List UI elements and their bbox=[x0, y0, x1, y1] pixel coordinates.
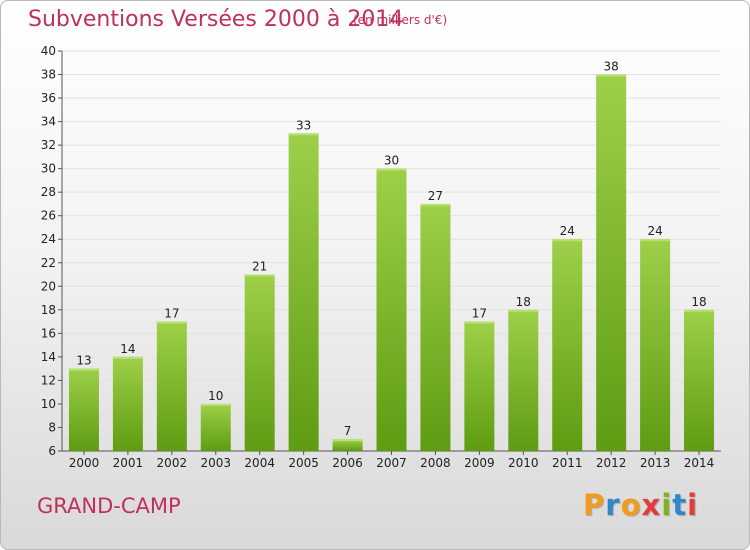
y-tick-label: 22 bbox=[41, 256, 56, 270]
bar-2008 bbox=[420, 203, 451, 451]
bar-value-label: 33 bbox=[296, 118, 311, 132]
logo-letter: r bbox=[605, 488, 621, 522]
bar-highlight bbox=[288, 133, 319, 136]
x-tick-label: 2006 bbox=[332, 456, 363, 470]
bar-highlight bbox=[332, 439, 363, 442]
bar-2013 bbox=[640, 239, 671, 451]
bar-2006 bbox=[332, 439, 363, 451]
bar-value-label: 10 bbox=[208, 389, 223, 403]
y-tick-label: 24 bbox=[41, 232, 56, 246]
bar-highlight bbox=[244, 274, 275, 277]
labels: 6 8 10 12 14 16 18 20 22 24 26 28 30 32 34 36 38 40 13 2000… bbox=[41, 44, 715, 470]
x-tick-label: 2014 bbox=[684, 456, 715, 470]
x-tick-label: 2008 bbox=[420, 456, 451, 470]
x-tick-label: 2011 bbox=[552, 456, 583, 470]
bar-value-label: 17 bbox=[164, 307, 179, 321]
bar-2011 bbox=[552, 239, 583, 451]
y-tick-label: 28 bbox=[41, 185, 56, 199]
proxiti-logo: Proxiti bbox=[583, 488, 698, 522]
x-tick-label: 2001 bbox=[113, 456, 144, 470]
bar-value-label: 21 bbox=[252, 260, 267, 274]
bar-highlight bbox=[640, 239, 671, 242]
x-tick-label: 2000 bbox=[69, 456, 100, 470]
logo-letter: t bbox=[672, 488, 688, 522]
y-tick-label: 6 bbox=[48, 444, 56, 458]
bar-value-label: 18 bbox=[691, 295, 706, 309]
bar-highlight bbox=[552, 239, 583, 242]
bar-highlight bbox=[508, 309, 539, 312]
bar-highlight bbox=[596, 74, 627, 77]
bar-2012 bbox=[596, 74, 627, 451]
bar-highlight bbox=[684, 309, 715, 312]
bar-highlight bbox=[112, 356, 143, 359]
x-tick-label: 2009 bbox=[464, 456, 495, 470]
bar-highlight bbox=[376, 168, 407, 171]
y-tick-label: 34 bbox=[41, 115, 56, 129]
x-tick-label: 2004 bbox=[244, 456, 275, 470]
bar-highlight bbox=[464, 321, 495, 324]
bar-2000 bbox=[68, 368, 99, 451]
logo-letter: x bbox=[641, 488, 662, 522]
bar-value-label: 27 bbox=[428, 189, 443, 203]
y-tick-label: 20 bbox=[41, 279, 56, 293]
x-tick-label: 2003 bbox=[200, 456, 231, 470]
y-tick-label: 14 bbox=[41, 350, 56, 364]
x-tick-label: 2002 bbox=[157, 456, 188, 470]
x-tick-label: 2007 bbox=[376, 456, 407, 470]
bar-value-label: 18 bbox=[516, 295, 531, 309]
y-tick-label: 8 bbox=[48, 420, 56, 434]
bar-2007 bbox=[376, 168, 407, 451]
bar-value-label: 24 bbox=[647, 224, 662, 238]
bar-2001 bbox=[112, 356, 143, 451]
bar-2009 bbox=[464, 321, 495, 451]
x-tick-label: 2012 bbox=[596, 456, 627, 470]
y-tick-label: 16 bbox=[41, 326, 56, 340]
bar-2010 bbox=[508, 309, 539, 451]
bars bbox=[68, 74, 715, 451]
bar-value-label: 30 bbox=[384, 154, 399, 168]
y-tick-label: 38 bbox=[41, 68, 56, 82]
chart-unit-label: (en milliers d'€) bbox=[353, 13, 448, 27]
logo-letter: i bbox=[687, 488, 699, 522]
bar-2002 bbox=[156, 321, 187, 451]
bar-2004 bbox=[244, 274, 275, 451]
bar-value-label: 14 bbox=[120, 342, 135, 356]
bar-value-label: 24 bbox=[560, 224, 575, 238]
bar-2014 bbox=[684, 309, 715, 451]
bar-value-label: 7 bbox=[344, 424, 352, 438]
x-tick-label: 2005 bbox=[288, 456, 319, 470]
bar-highlight bbox=[200, 403, 231, 406]
x-tick-label: 2010 bbox=[508, 456, 539, 470]
bar-highlight bbox=[68, 368, 99, 371]
x-tick-label: 2013 bbox=[640, 456, 671, 470]
bar-value-label: 38 bbox=[604, 60, 619, 74]
bar-value-label: 17 bbox=[472, 307, 487, 321]
bar-value-label: 13 bbox=[76, 354, 91, 368]
bar-2003 bbox=[200, 403, 231, 451]
bar-highlight bbox=[156, 321, 187, 324]
bar-2005 bbox=[288, 133, 319, 451]
logo-letter: P bbox=[583, 488, 606, 522]
y-tick-label: 32 bbox=[41, 138, 56, 152]
logo-letter: i bbox=[661, 488, 673, 522]
y-tick-label: 40 bbox=[41, 44, 56, 58]
y-tick-label: 12 bbox=[41, 373, 56, 387]
y-tick-label: 30 bbox=[41, 162, 56, 176]
bar-highlight bbox=[420, 203, 451, 206]
y-tick-label: 26 bbox=[41, 209, 56, 223]
y-tick-label: 10 bbox=[41, 397, 56, 411]
logo-letter: o bbox=[620, 488, 642, 522]
commune-name: GRAND-CAMP bbox=[37, 494, 181, 518]
y-tick-label: 36 bbox=[41, 91, 56, 105]
y-tick-label: 18 bbox=[41, 303, 56, 317]
chart-title: Subventions Versées 2000 à 2014 bbox=[28, 7, 404, 32]
